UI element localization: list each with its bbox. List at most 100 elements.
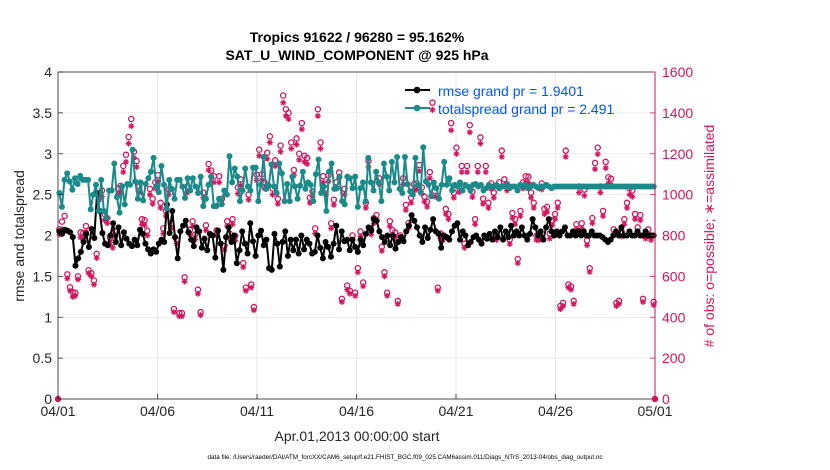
- obs-assimilated-point: [570, 300, 577, 307]
- series-point: [291, 183, 298, 190]
- series-point: [302, 185, 309, 192]
- series-point: [204, 247, 211, 254]
- series-point: [395, 239, 402, 246]
- series-point: [260, 242, 267, 249]
- obs-possible-point: [266, 133, 274, 140]
- obs-assimilated-point: [205, 167, 212, 174]
- series-point: [217, 240, 224, 247]
- series-point: [561, 224, 568, 231]
- obs-assimilated-point: [408, 199, 415, 206]
- series-point: [341, 201, 348, 208]
- series-point: [265, 182, 272, 189]
- series-point: [417, 189, 424, 196]
- obs-assimilated-point: [104, 220, 111, 227]
- series-point: [412, 154, 419, 161]
- series-point: [326, 168, 333, 175]
- series-point: [391, 179, 398, 186]
- series-point: [64, 170, 71, 177]
- series-point: [306, 240, 313, 247]
- obs-assimilated-point: [170, 309, 177, 316]
- series-point: [457, 236, 464, 243]
- obs-assimilated-point: [637, 217, 644, 224]
- series-point: [113, 194, 120, 201]
- series-point: [252, 252, 259, 259]
- series-point: [310, 198, 317, 205]
- series-point: [292, 236, 299, 243]
- series-point: [312, 171, 319, 178]
- series-point: [454, 220, 461, 227]
- series-point: [532, 224, 539, 231]
- obs-assimilated-point: [568, 286, 575, 293]
- series-point: [301, 246, 308, 253]
- series-point: [448, 228, 455, 235]
- series-point: [394, 154, 401, 161]
- series-point: [92, 181, 99, 188]
- legend-label-rmse: rmse grand pr = 1.9401: [438, 83, 584, 99]
- series-point: [223, 234, 230, 241]
- obs-assimilated-point: [602, 165, 609, 172]
- series-point: [95, 207, 102, 214]
- obs-possible-point: [58, 218, 66, 225]
- y-left-tick-label: 2: [44, 228, 52, 244]
- obs-assimilated-point: [317, 145, 324, 152]
- series-point: [155, 189, 162, 196]
- series-point: [500, 236, 507, 243]
- series-point: [177, 228, 184, 235]
- series-layer: [56, 144, 657, 273]
- obs-assimilated-point: [344, 286, 351, 293]
- series-point: [258, 227, 265, 234]
- y-left-tick-label: 3.5: [33, 105, 53, 121]
- obs-assimilated-point: [402, 206, 409, 213]
- y-right-tick-label: 1000: [662, 187, 693, 203]
- series-point: [378, 198, 385, 205]
- chart-title: Tropics 91622 / 96280 = 95.162%: [250, 29, 465, 45]
- series-point: [255, 232, 262, 239]
- series-point: [352, 243, 359, 250]
- obs-assimilated-point: [202, 227, 209, 234]
- series-point: [201, 235, 208, 242]
- series-point: [239, 228, 246, 235]
- series-point: [333, 222, 340, 229]
- obs-possible-point: [466, 121, 474, 129]
- series-point: [153, 248, 160, 255]
- obs-assimilated-point: [296, 156, 303, 163]
- series-point: [161, 181, 168, 188]
- series-point: [179, 183, 186, 190]
- series-point: [61, 176, 68, 183]
- obs-assimilated-point: [66, 287, 73, 294]
- series-point: [317, 244, 324, 251]
- series-point: [516, 232, 523, 239]
- series-point: [200, 203, 207, 210]
- y-left-tick-label: 1.5: [33, 268, 53, 284]
- obs-assimilated-point: [421, 198, 428, 205]
- obs-assimilated-point: [378, 247, 385, 254]
- series-point: [103, 214, 110, 221]
- obs-possible-point: [255, 146, 263, 153]
- series-point: [287, 236, 294, 243]
- series-point: [400, 238, 407, 245]
- series-point: [229, 179, 236, 186]
- series-point: [134, 242, 141, 249]
- y-right-tick-label: 1200: [662, 146, 693, 162]
- series-point: [108, 187, 115, 194]
- series-point: [373, 168, 380, 175]
- obs-assimilated-point: [450, 194, 457, 201]
- series-point: [273, 189, 280, 196]
- series-point: [91, 234, 98, 241]
- x-tick-label: 04/01: [40, 403, 75, 419]
- series-point: [276, 160, 283, 167]
- series-point: [80, 239, 87, 246]
- series-point: [137, 179, 144, 186]
- series-point: [236, 247, 243, 254]
- series-point: [540, 236, 547, 243]
- series-point: [271, 183, 278, 190]
- series-point: [502, 228, 509, 235]
- series-point: [462, 232, 469, 239]
- series-point: [196, 228, 203, 235]
- series-point: [171, 195, 178, 202]
- obs-possible-point: [463, 162, 471, 170]
- obs-assimilated-point: [448, 127, 455, 134]
- y-axis-right-label: # of obs: o=possible; ∗=assimilated: [701, 125, 717, 348]
- series-point: [260, 154, 267, 161]
- series-point: [169, 207, 176, 214]
